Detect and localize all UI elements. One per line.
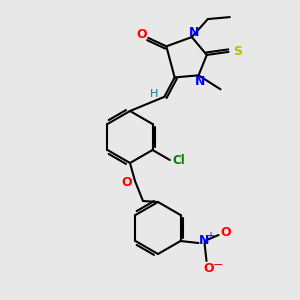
Text: Cl: Cl — [172, 154, 185, 166]
Text: H: H — [150, 89, 158, 99]
Text: O: O — [220, 226, 231, 239]
Text: +: + — [206, 231, 214, 241]
Text: O: O — [203, 262, 214, 275]
Text: N: N — [189, 26, 199, 39]
Text: S: S — [233, 45, 242, 58]
Text: −: − — [212, 259, 223, 272]
Text: N: N — [199, 233, 210, 247]
Text: O: O — [136, 28, 146, 41]
Text: N: N — [195, 75, 206, 88]
Text: O: O — [122, 176, 132, 188]
